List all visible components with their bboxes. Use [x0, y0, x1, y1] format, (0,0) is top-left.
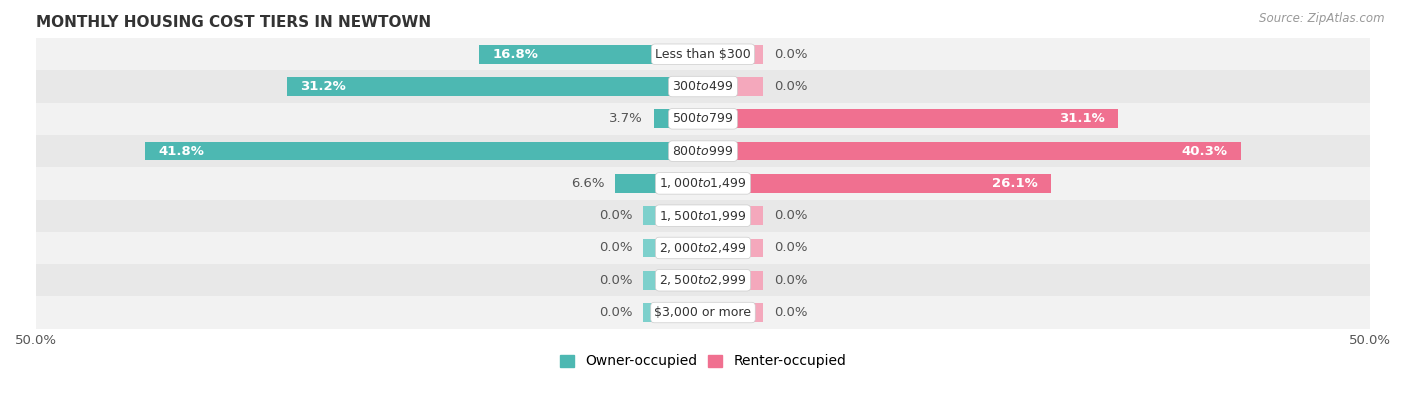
Legend: Owner-occupied, Renter-occupied: Owner-occupied, Renter-occupied — [554, 349, 852, 374]
Bar — [37, 264, 1369, 296]
Bar — [37, 167, 1369, 200]
Bar — [703, 271, 763, 290]
Text: MONTHLY HOUSING COST TIERS IN NEWTOWN: MONTHLY HOUSING COST TIERS IN NEWTOWN — [37, 15, 432, 30]
Bar — [37, 38, 1369, 71]
Text: 0.0%: 0.0% — [773, 80, 807, 93]
Text: 0.0%: 0.0% — [773, 274, 807, 287]
Text: 31.2%: 31.2% — [299, 80, 346, 93]
Bar — [479, 45, 703, 63]
Text: 6.6%: 6.6% — [571, 177, 605, 190]
Text: Less than $300: Less than $300 — [655, 48, 751, 61]
Text: $300 to $499: $300 to $499 — [672, 80, 734, 93]
Bar — [37, 232, 1369, 264]
Bar — [703, 142, 1240, 161]
Text: 41.8%: 41.8% — [159, 144, 205, 158]
Text: $3,000 or more: $3,000 or more — [655, 306, 751, 319]
Text: $2,000 to $2,499: $2,000 to $2,499 — [659, 241, 747, 255]
Bar — [703, 77, 763, 96]
Bar — [703, 45, 763, 63]
Bar — [703, 174, 1052, 193]
Text: 0.0%: 0.0% — [773, 306, 807, 319]
Bar — [703, 239, 763, 257]
Text: 40.3%: 40.3% — [1181, 144, 1227, 158]
Text: 16.8%: 16.8% — [492, 48, 538, 61]
Bar — [643, 206, 703, 225]
Text: 26.1%: 26.1% — [993, 177, 1038, 190]
Bar — [654, 110, 703, 128]
Bar — [37, 103, 1369, 135]
Text: $1,500 to $1,999: $1,500 to $1,999 — [659, 209, 747, 223]
Text: $2,500 to $2,999: $2,500 to $2,999 — [659, 273, 747, 287]
Bar — [37, 200, 1369, 232]
Bar — [643, 303, 703, 322]
Bar — [643, 271, 703, 290]
Text: 0.0%: 0.0% — [599, 306, 633, 319]
Text: 0.0%: 0.0% — [599, 242, 633, 254]
Bar — [703, 110, 1118, 128]
Text: 0.0%: 0.0% — [773, 48, 807, 61]
Bar — [703, 206, 763, 225]
Text: Source: ZipAtlas.com: Source: ZipAtlas.com — [1260, 12, 1385, 25]
Bar — [643, 239, 703, 257]
Text: 0.0%: 0.0% — [599, 209, 633, 222]
Text: $800 to $999: $800 to $999 — [672, 144, 734, 158]
Bar — [37, 71, 1369, 103]
Text: 0.0%: 0.0% — [773, 242, 807, 254]
Text: $1,000 to $1,499: $1,000 to $1,499 — [659, 176, 747, 190]
Bar — [703, 303, 763, 322]
Bar — [37, 135, 1369, 167]
Bar — [614, 174, 703, 193]
Text: 0.0%: 0.0% — [773, 209, 807, 222]
Bar — [287, 77, 703, 96]
Text: 3.7%: 3.7% — [609, 112, 643, 125]
Bar — [37, 296, 1369, 329]
Text: 31.1%: 31.1% — [1059, 112, 1105, 125]
Text: $500 to $799: $500 to $799 — [672, 112, 734, 125]
Text: 0.0%: 0.0% — [599, 274, 633, 287]
Bar — [145, 142, 703, 161]
